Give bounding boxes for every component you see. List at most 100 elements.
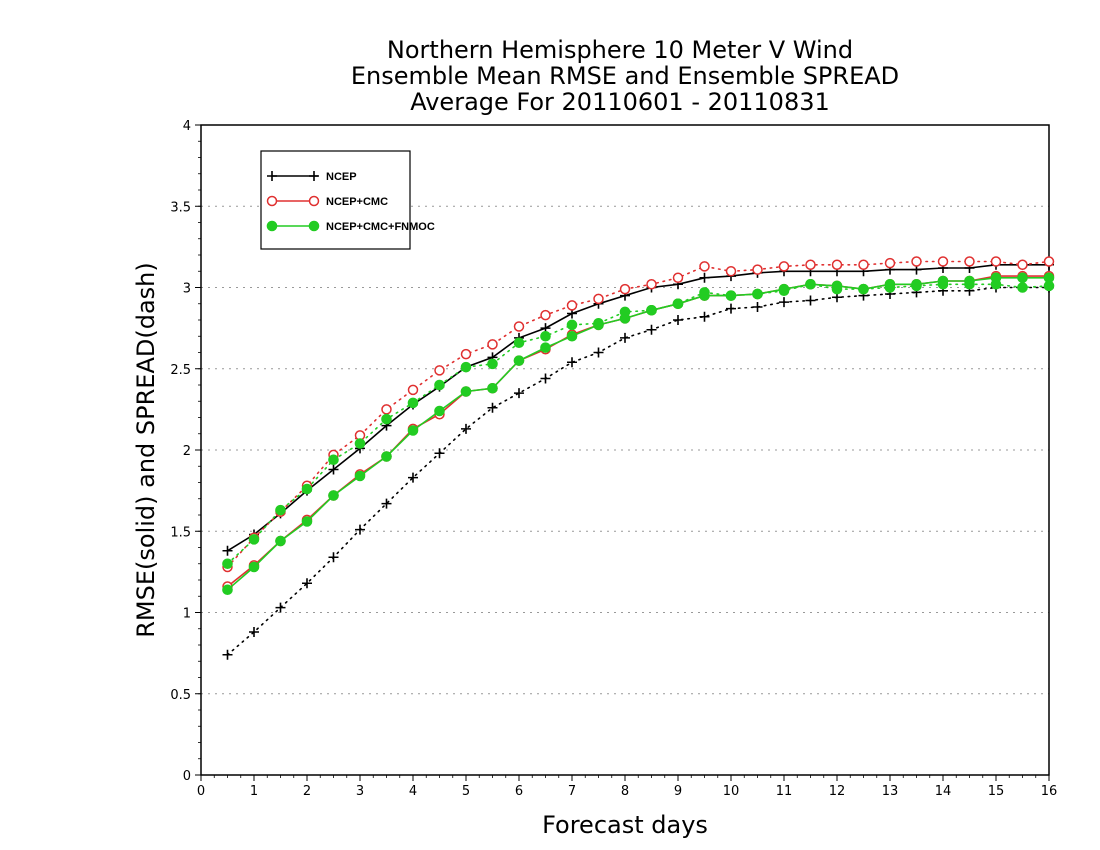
rmse-line-ncep-cmc-fnmoc	[226, 276, 1049, 591]
rmse-point-ncep-cmc-fnmoc	[911, 278, 922, 290]
spread-point-ncep-cmc	[778, 261, 790, 272]
spread-line-ncep-cmc-fnmoc	[226, 283, 1050, 565]
legend-label: NCEP+CMC	[326, 196, 388, 208]
spread-point-ncep-cmc	[990, 256, 1002, 267]
spread-point-ncep-cmc	[805, 259, 816, 270]
rmse-point-ncep-cmc-fnmoc	[619, 313, 631, 324]
spread-point-ncep-cmc	[646, 279, 657, 290]
x-axis-label: Forecast days	[542, 811, 708, 839]
spread-point-ncep-cmc-fnmoc	[275, 504, 286, 516]
rmse-point-ncep-cmc-fnmoc	[1043, 272, 1055, 284]
x-tick-label: 14	[935, 784, 952, 799]
title-line-1: Northern Hemisphere 10 Meter V Wind	[387, 36, 853, 64]
spread-point-ncep-cmc-fnmoc	[460, 361, 472, 373]
spread-point-ncep	[408, 472, 418, 483]
spread-point-ncep	[355, 524, 365, 535]
spread-point-ncep	[514, 388, 524, 399]
spread-point-ncep-cmc	[381, 404, 392, 415]
legend-marker	[267, 171, 277, 181]
spread-point-ncep-cmc	[964, 256, 975, 267]
rmse-point-ncep-cmc-fnmoc	[831, 280, 843, 292]
rmse-point-ncep-cmc-fnmoc	[434, 405, 445, 417]
spread-point-ncep	[381, 498, 392, 509]
spread-point-ncep-cmc	[937, 256, 949, 267]
legend: NCEP NCEP+CMC NCEP+CMC+FNMOC	[260, 150, 435, 250]
spread-point-ncep-cmc	[911, 256, 922, 267]
spread-point-ncep	[461, 423, 471, 434]
spread-point-ncep-cmc-fnmoc	[1017, 282, 1028, 293]
spread-point-ncep-cmc	[513, 321, 525, 332]
rmse-point-ncep-cmc-fnmoc	[937, 275, 949, 287]
rmse-point-ncep-cmc-fnmoc	[381, 451, 392, 462]
rmse-point-ncep-cmc-fnmoc	[964, 275, 975, 287]
rmse-point-ncep-cmc-fnmoc	[566, 330, 578, 342]
spread-point-ncep-cmc	[460, 348, 472, 360]
rmse-point-ncep-cmc-fnmoc	[672, 298, 684, 310]
spread-point-ncep-cmc	[407, 384, 419, 396]
spread-point-ncep	[673, 315, 683, 325]
spread-point-ncep-cmc	[619, 283, 631, 295]
rmse-point-ncep-cmc-fnmoc	[778, 283, 790, 295]
x-tick-label: 15	[988, 784, 1005, 799]
spread-point-ncep-cmc-fnmoc	[248, 534, 260, 545]
spread-point-ncep-cmc-fnmoc	[513, 337, 525, 349]
x-tick-label: 8	[621, 784, 629, 799]
rmse-point-ncep-cmc-fnmoc	[646, 304, 657, 316]
legend-box	[260, 150, 411, 250]
spread-point-ncep	[646, 324, 657, 335]
legend-marker	[309, 171, 319, 181]
rmse-point-ncep-cmc-fnmoc	[1017, 272, 1028, 284]
spread-point-ncep-cmc	[725, 266, 737, 277]
y-tick-label: 4	[183, 119, 191, 134]
spread-point-ncep-cmc-fnmoc	[222, 558, 233, 570]
spread-point-ncep	[222, 649, 233, 660]
spread-point-ncep	[620, 332, 630, 343]
spread-point-ncep-cmc	[487, 339, 498, 350]
x-tick-label: 3	[356, 784, 364, 799]
rmse-point-ncep-cmc-fnmoc	[275, 535, 286, 547]
x-tick-label: 10	[723, 784, 740, 799]
y-tick-label: 2.5	[170, 363, 191, 378]
spread-point-ncep	[487, 402, 498, 413]
y-tick-label: 3	[183, 282, 191, 297]
spread-point-ncep	[540, 373, 551, 384]
rmse-point-ncep-cmc-fnmoc	[725, 290, 737, 301]
spread-point-ncep-cmc-fnmoc	[407, 397, 419, 409]
rmse-point-ncep-cmc-fnmoc	[354, 470, 366, 482]
spread-point-ncep	[699, 311, 710, 322]
spread-point-ncep-cmc	[434, 365, 445, 376]
spread-point-ncep-cmc	[858, 259, 869, 270]
legend-marker	[266, 195, 278, 207]
spread-point-ncep-cmc	[1043, 256, 1055, 267]
spread-point-ncep-cmc	[831, 259, 843, 270]
rmse-point-ncep-cmc-fnmoc	[884, 278, 896, 290]
rmse-point-ncep-cmc-fnmoc	[858, 283, 869, 295]
y-axis-label: RMSE(solid) and SPREAD(dash)	[132, 262, 160, 638]
y-tick-label: 1.5	[170, 525, 191, 540]
rmse-point-ncep-cmc-fnmoc	[990, 272, 1002, 284]
x-tick-label: 1	[250, 784, 258, 799]
legend-label: NCEP+CMC+FNMOC	[326, 221, 435, 233]
spread-point-ncep	[567, 357, 577, 368]
chart-title: Northern Hemisphere 10 Meter V Wind Ense…	[351, 36, 899, 116]
spread-point-ncep	[752, 302, 763, 312]
x-tick-label: 5	[462, 784, 470, 799]
rmse-point-ncep-cmc-fnmoc	[699, 290, 710, 301]
rmse-point-ncep-cmc-fnmoc	[407, 425, 419, 436]
legend-label: NCEP	[326, 171, 357, 183]
spread-point-ncep-cmc	[699, 261, 710, 272]
rmse-point-ncep-cmc-fnmoc	[460, 386, 472, 397]
rmse-point-ncep-cmc-fnmoc	[805, 278, 816, 290]
rmse-point-ncep-cmc-fnmoc	[593, 319, 604, 331]
rmse-point-ncep-cmc-fnmoc	[513, 355, 525, 366]
y-tick-label: 0.5	[170, 688, 191, 703]
spread-point-ncep-cmc-fnmoc	[566, 319, 578, 331]
spread-line-ncep-cmc	[226, 260, 1050, 568]
spread-point-ncep-cmc	[540, 309, 551, 321]
rmse-point-ncep-cmc-fnmoc	[301, 516, 313, 527]
spread-point-ncep-cmc	[672, 272, 684, 283]
rmse-point-ncep-cmc-fnmoc	[752, 288, 763, 300]
y-tick-label: 0	[183, 769, 191, 784]
x-tick-label: 2	[303, 784, 311, 799]
legend-marker	[308, 220, 320, 232]
